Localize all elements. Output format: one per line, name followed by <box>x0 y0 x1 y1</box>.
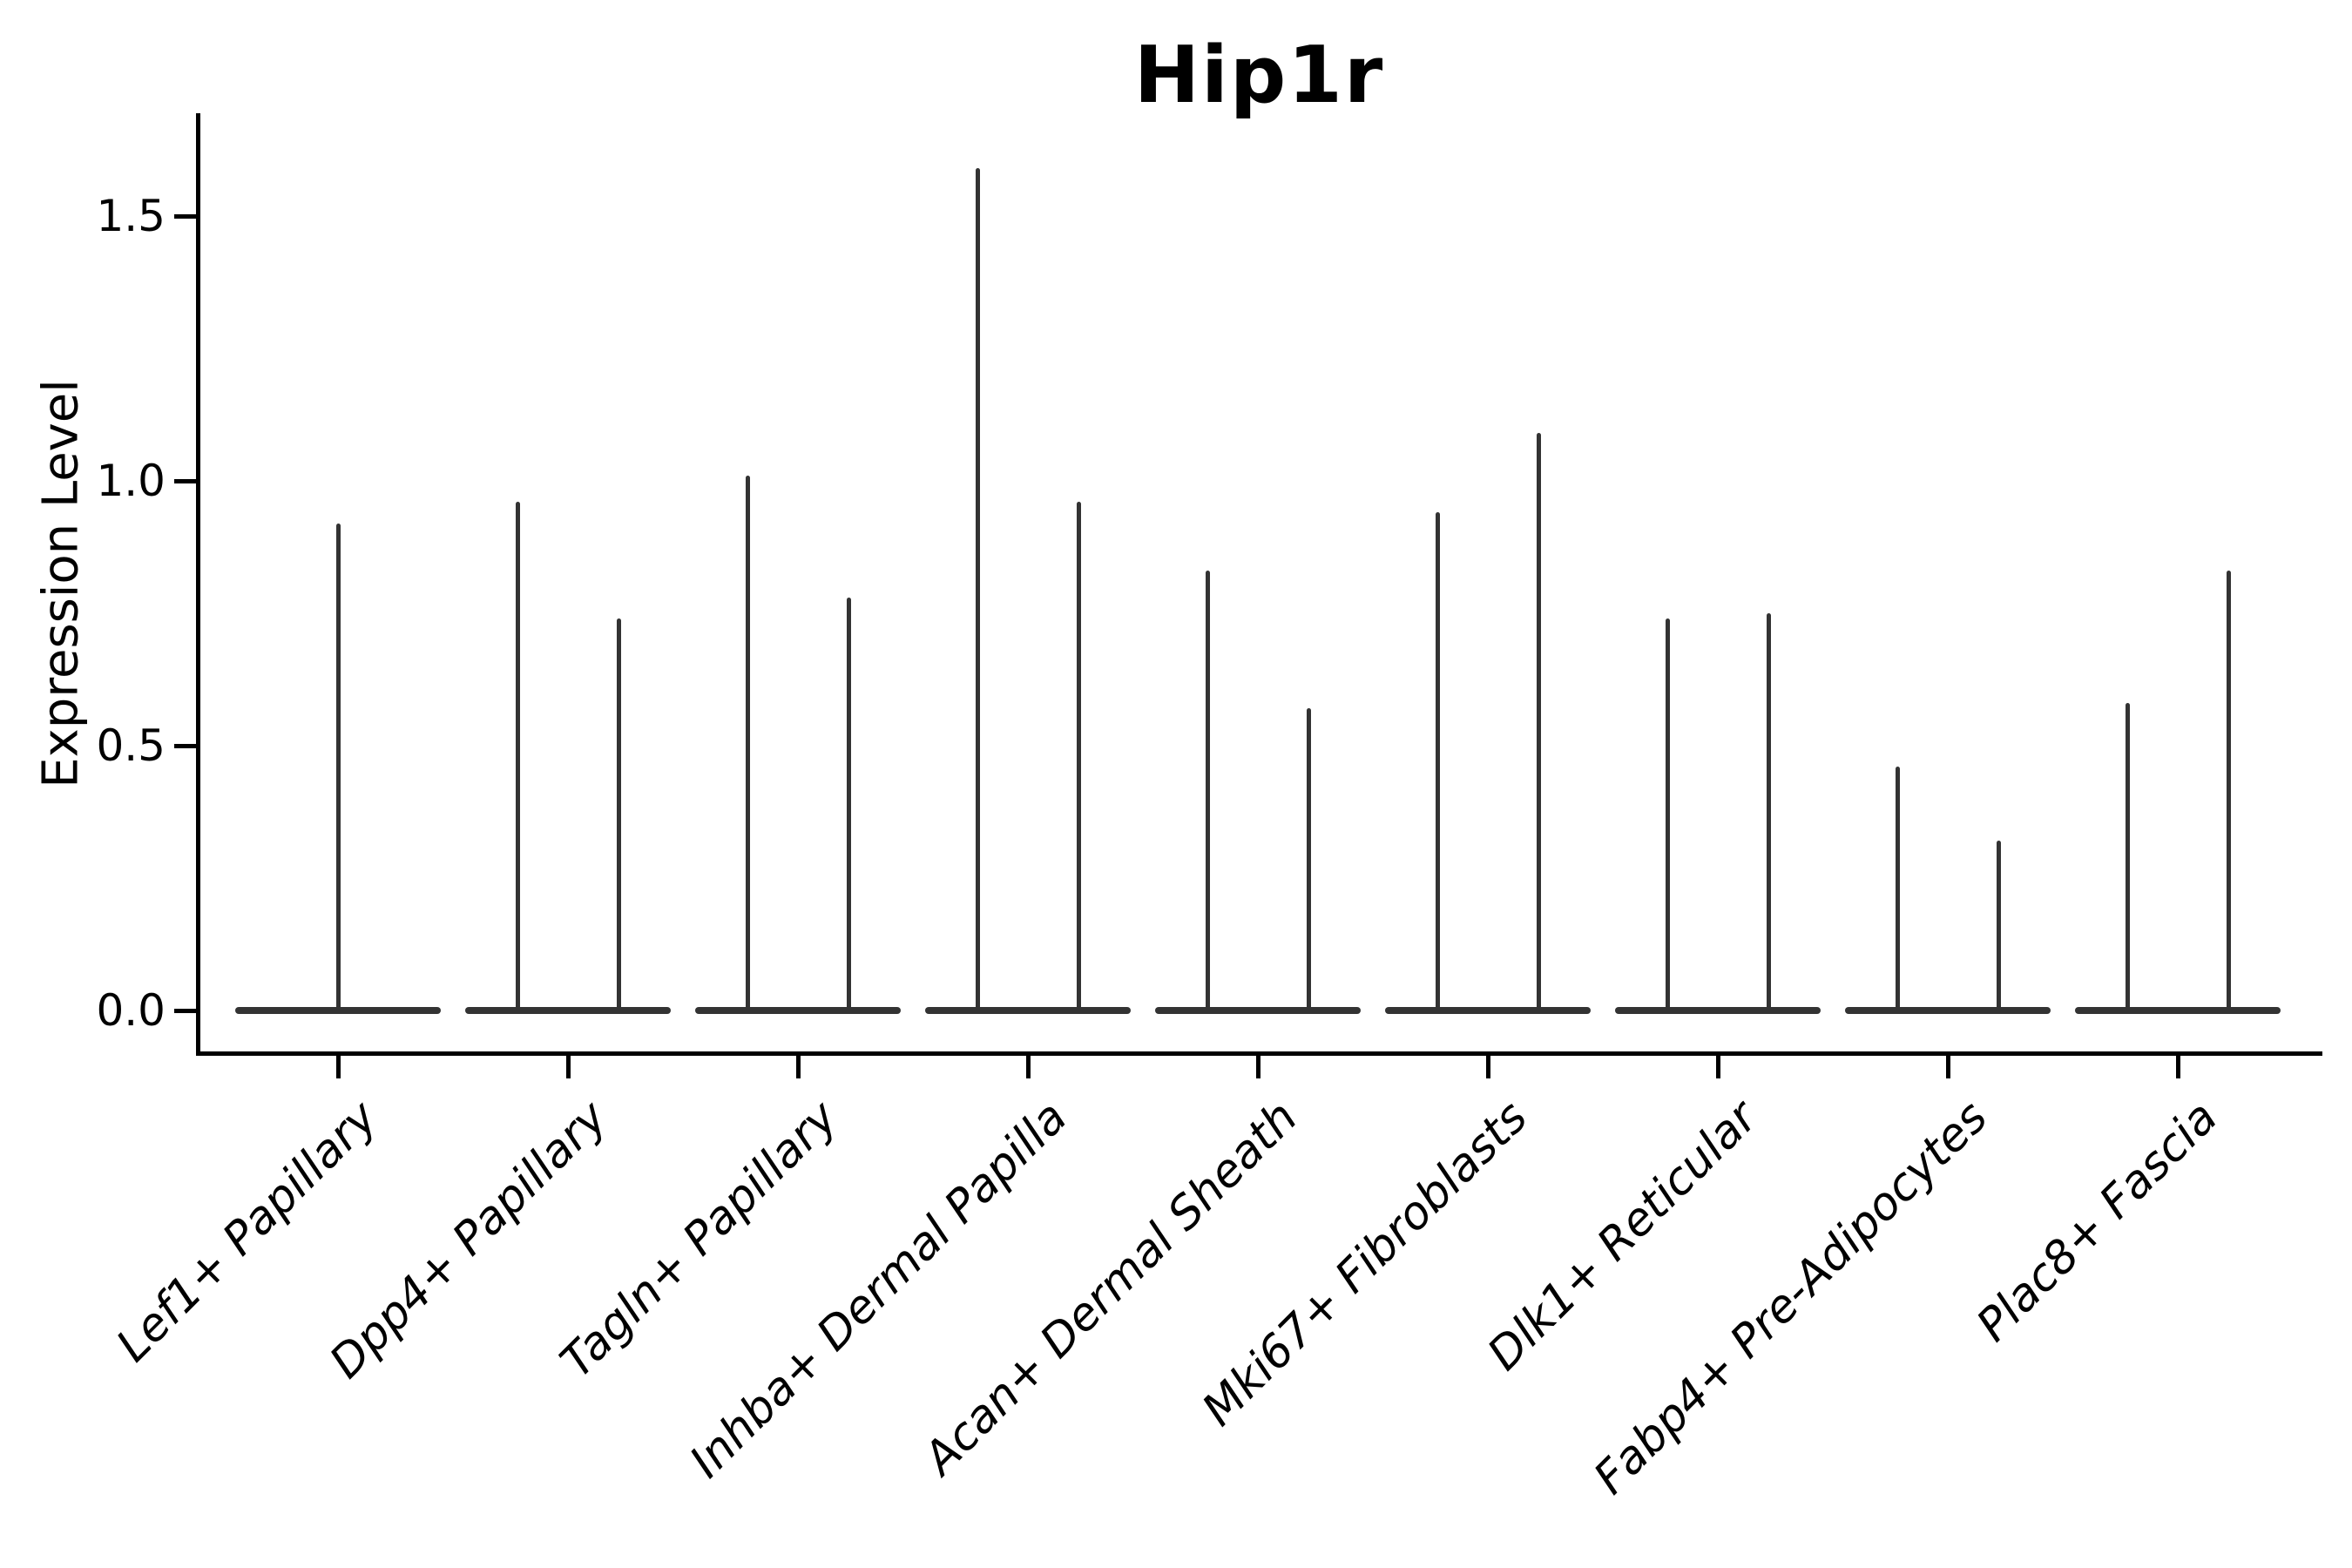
violin-spike-acan-dermal-sheath-2 <box>1307 708 1311 1012</box>
violin-spike-fabp4-pre-adipocytes-1 <box>1896 767 1900 1012</box>
x-tick-mark-inhba-dermal-papilla <box>1026 1056 1031 1078</box>
x-tick-label-inhba-dermal-papilla: Inhba+ Dermal Papilla <box>680 1091 1078 1489</box>
chart-title: Hip1r <box>1133 30 1385 121</box>
x-tick-label-fabp4-pre-adipocytes: Fabp4+ Pre-Adipocytes <box>1584 1091 1998 1505</box>
violin-spike-mki67-fibroblasts-1 <box>1436 512 1440 1012</box>
x-tick-label-plac8-fascia: Plac8+ Fascia <box>1966 1091 2228 1352</box>
x-tick-mark-mki67-fibroblasts <box>1486 1056 1490 1078</box>
violin-spike-mki67-fibroblasts-2 <box>1537 433 1541 1012</box>
violin-spike-dpp4-papillary-1 <box>516 502 520 1012</box>
y-tick-label-0.0: 0.0 <box>96 985 166 1036</box>
y-axis-spine <box>196 113 200 1056</box>
violin-spike-inhba-dermal-papilla-1 <box>976 168 980 1012</box>
violin-spike-tagln-papillary-1 <box>746 476 750 1012</box>
violin-base-acan-dermal-sheath <box>1155 1007 1361 1014</box>
x-tick-mark-acan-dermal-sheath <box>1256 1056 1260 1078</box>
violin-spike-tagln-papillary-2 <box>847 598 851 1012</box>
violin-base-mki67-fibroblasts <box>1385 1007 1591 1014</box>
x-tick-mark-plac8-fascia <box>2176 1056 2180 1078</box>
violin-spike-fabp4-pre-adipocytes-2 <box>1997 841 2001 1012</box>
violin-spike-inhba-dermal-papilla-2 <box>1077 502 1081 1012</box>
x-tick-mark-lef1-papillary <box>336 1056 341 1078</box>
x-tick-label-acan-dermal-sheath: Acan+ Dermal Sheath <box>914 1091 1308 1485</box>
y-tick-mark-0.5 <box>174 744 198 748</box>
violin-base-fabp4-pre-adipocytes <box>1845 1007 2051 1014</box>
violin-spike-plac8-fascia-2 <box>2227 571 2231 1012</box>
x-tick-mark-tagln-papillary <box>796 1056 801 1078</box>
y-tick-label-0.5: 0.5 <box>96 720 166 771</box>
y-tick-mark-0.0 <box>174 1009 198 1013</box>
y-tick-label-1.5: 1.5 <box>96 191 166 241</box>
y-tick-mark-1.0 <box>174 479 198 483</box>
violin-base-dpp4-papillary <box>465 1007 671 1014</box>
violin-base-plac8-fascia <box>2075 1007 2281 1014</box>
violin-spike-acan-dermal-sheath-1 <box>1206 571 1210 1012</box>
x-tick-mark-dlk1-reticular <box>1716 1056 1720 1078</box>
y-tick-label-1.0: 1.0 <box>96 456 166 506</box>
violin-base-tagln-papillary <box>695 1007 901 1014</box>
violin-base-dlk1-reticular <box>1615 1007 1821 1014</box>
violin-spike-plac8-fascia-1 <box>2126 703 2130 1012</box>
violin-spike-dlk1-reticular-1 <box>1666 618 1670 1012</box>
violin-spike-dpp4-papillary-2 <box>617 618 621 1012</box>
violin-base-inhba-dermal-papilla <box>925 1007 1131 1014</box>
x-axis-spine <box>196 1051 2322 1056</box>
x-tick-mark-fabp4-pre-adipocytes <box>1946 1056 1950 1078</box>
violin-spike-dlk1-reticular-2 <box>1767 613 1771 1012</box>
violin-spike-lef1-papillary-1 <box>336 524 341 1012</box>
x-tick-mark-dpp4-papillary <box>566 1056 571 1078</box>
y-tick-mark-1.5 <box>174 214 198 219</box>
